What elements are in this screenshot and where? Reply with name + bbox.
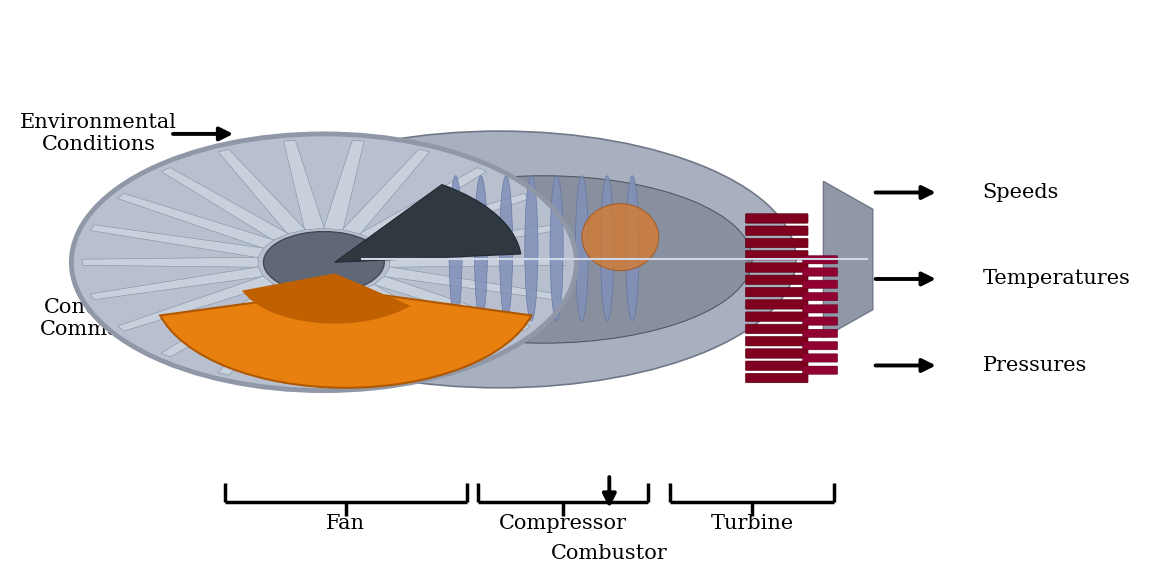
- Polygon shape: [161, 284, 288, 357]
- Polygon shape: [385, 267, 558, 299]
- Ellipse shape: [582, 204, 659, 271]
- Ellipse shape: [550, 176, 563, 321]
- Polygon shape: [374, 193, 530, 248]
- FancyBboxPatch shape: [745, 324, 808, 334]
- FancyBboxPatch shape: [745, 275, 808, 285]
- Polygon shape: [324, 140, 364, 230]
- Ellipse shape: [600, 176, 614, 321]
- Polygon shape: [283, 294, 324, 384]
- Ellipse shape: [475, 176, 487, 321]
- Ellipse shape: [449, 176, 462, 321]
- FancyBboxPatch shape: [745, 238, 808, 248]
- Polygon shape: [161, 168, 288, 240]
- FancyBboxPatch shape: [745, 214, 808, 223]
- Polygon shape: [359, 284, 486, 357]
- FancyBboxPatch shape: [803, 341, 838, 350]
- Polygon shape: [389, 257, 566, 267]
- FancyBboxPatch shape: [745, 361, 808, 371]
- Wedge shape: [242, 274, 410, 324]
- FancyBboxPatch shape: [745, 250, 808, 260]
- FancyBboxPatch shape: [745, 373, 808, 383]
- Ellipse shape: [525, 176, 538, 321]
- FancyBboxPatch shape: [803, 354, 838, 362]
- Ellipse shape: [500, 176, 513, 321]
- Ellipse shape: [575, 176, 589, 321]
- Text: Temperatures: Temperatures: [983, 270, 1130, 289]
- Text: Environmental
Conditions: Environmental Conditions: [21, 113, 177, 155]
- FancyBboxPatch shape: [803, 305, 838, 313]
- Text: Controller
Commands: Controller Commands: [40, 298, 158, 338]
- FancyBboxPatch shape: [745, 263, 808, 272]
- Polygon shape: [824, 182, 873, 338]
- Circle shape: [264, 232, 385, 293]
- Text: Combustor: Combustor: [551, 544, 668, 563]
- Ellipse shape: [335, 176, 752, 343]
- FancyBboxPatch shape: [803, 268, 838, 276]
- Text: Compressor: Compressor: [499, 514, 627, 533]
- Ellipse shape: [203, 131, 796, 388]
- FancyBboxPatch shape: [803, 255, 838, 264]
- FancyBboxPatch shape: [803, 292, 838, 301]
- Text: Fan: Fan: [326, 514, 365, 533]
- Polygon shape: [324, 294, 364, 384]
- FancyBboxPatch shape: [745, 337, 808, 346]
- Polygon shape: [342, 290, 430, 375]
- Text: Pressures: Pressures: [983, 356, 1087, 375]
- Wedge shape: [335, 184, 521, 262]
- Polygon shape: [283, 140, 324, 230]
- Polygon shape: [82, 257, 258, 267]
- Circle shape: [71, 134, 576, 391]
- Polygon shape: [385, 225, 558, 258]
- Polygon shape: [118, 276, 274, 331]
- Polygon shape: [91, 267, 264, 299]
- Polygon shape: [342, 149, 430, 234]
- FancyBboxPatch shape: [745, 226, 808, 235]
- Wedge shape: [160, 290, 531, 388]
- Polygon shape: [91, 225, 264, 258]
- Text: Turbine: Turbine: [711, 514, 794, 533]
- FancyBboxPatch shape: [745, 287, 808, 297]
- Polygon shape: [359, 168, 486, 240]
- FancyBboxPatch shape: [803, 317, 838, 325]
- Polygon shape: [118, 193, 274, 248]
- Polygon shape: [218, 149, 305, 234]
- FancyBboxPatch shape: [803, 329, 838, 338]
- Polygon shape: [374, 276, 530, 331]
- FancyBboxPatch shape: [803, 366, 838, 374]
- FancyBboxPatch shape: [803, 280, 838, 288]
- FancyBboxPatch shape: [745, 299, 808, 309]
- Polygon shape: [218, 290, 305, 375]
- FancyBboxPatch shape: [745, 312, 808, 321]
- Ellipse shape: [626, 176, 639, 321]
- FancyBboxPatch shape: [745, 349, 808, 358]
- Text: Speeds: Speeds: [983, 183, 1059, 202]
